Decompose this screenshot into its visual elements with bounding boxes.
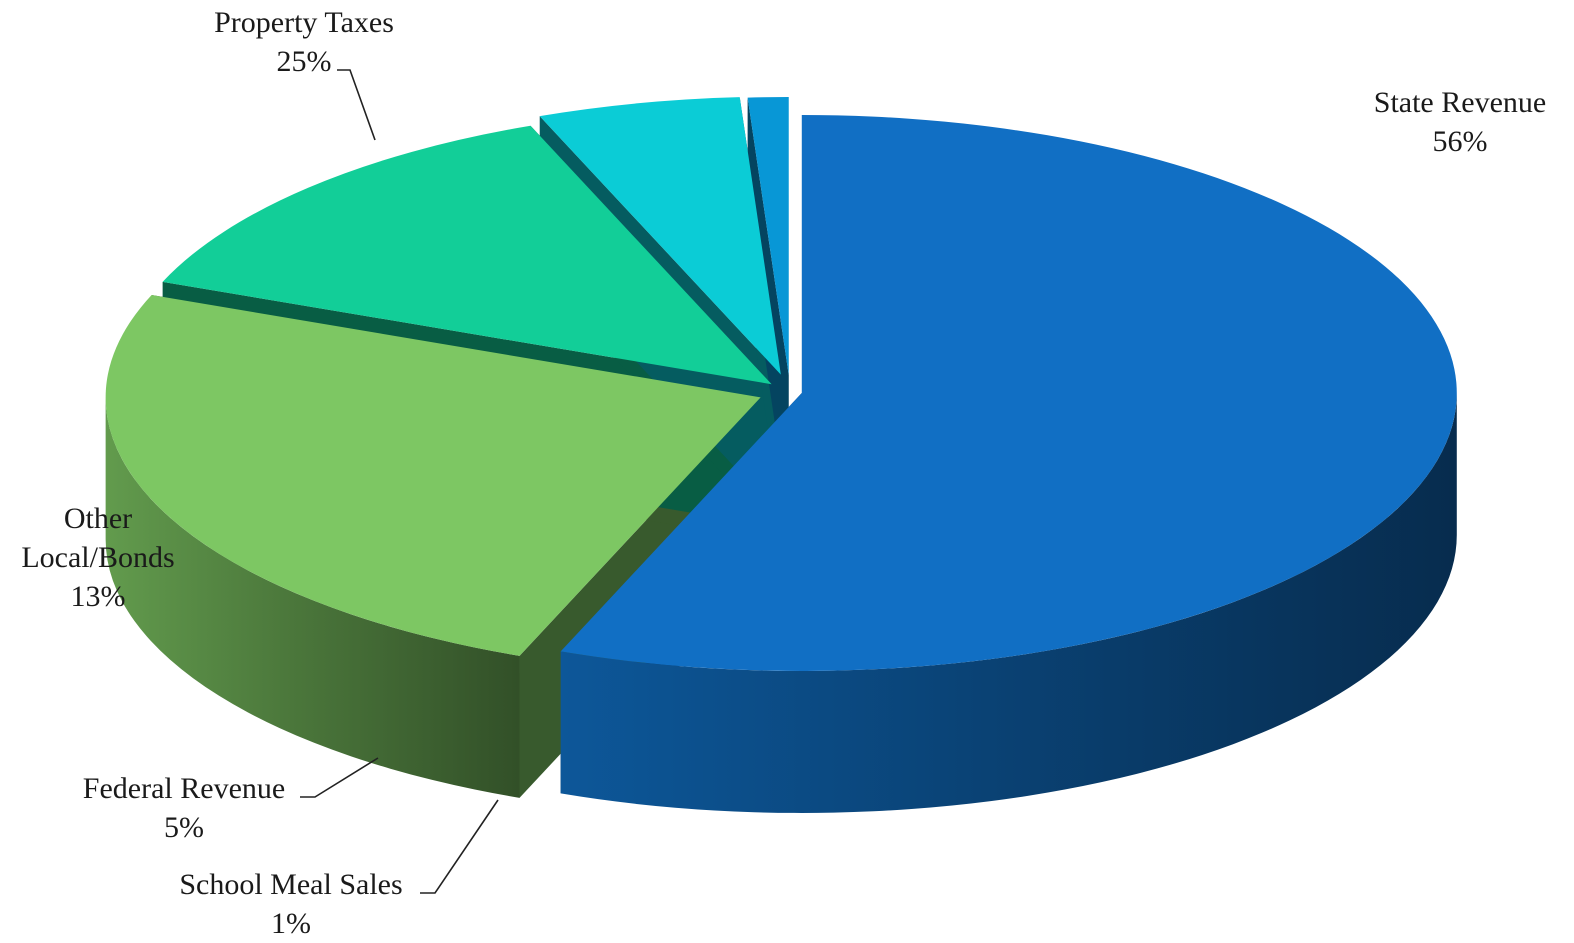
label-leader-lines (300, 69, 499, 894)
label-state-revenue: State Revenue (1374, 86, 1546, 119)
pie-top-faces (105, 97, 1457, 671)
leader-line-school-meal-sales (420, 799, 499, 894)
data-label-other-local-bonds: 13% (71, 580, 126, 613)
slice-other-local-bonds (162, 125, 772, 385)
label-other-local-bonds-line-1: Other (64, 502, 132, 535)
slice-federal-revenue (539, 97, 781, 375)
data-label-property-taxes: 25% (277, 45, 332, 78)
data-label-state-revenue: 56% (1433, 125, 1488, 158)
label-school-meal-sales: School Meal Sales (179, 868, 402, 901)
label-property-taxes: Property Taxes (214, 6, 394, 39)
leader-line-federal-revenue (300, 757, 379, 798)
data-label-school-meal-sales: 1% (271, 907, 311, 940)
leader-line-property-taxes (337, 69, 376, 141)
slice-school-meal-sales (747, 97, 789, 376)
label-other-local-bonds-line-2: Local/Bonds (21, 541, 174, 574)
label-federal-revenue: Federal Revenue (83, 772, 285, 805)
slice-outer-wall-property-taxes (105, 397, 520, 798)
slice-property-taxes (105, 295, 761, 656)
slice-labels: State Revenue 56% Property Taxes 25% Other Lo… (21, 6, 1546, 940)
data-label-federal-revenue: 5% (164, 811, 204, 844)
slice-outer-wall-state-revenue (560, 392, 1457, 813)
slice-state-revenue (560, 114, 1457, 671)
